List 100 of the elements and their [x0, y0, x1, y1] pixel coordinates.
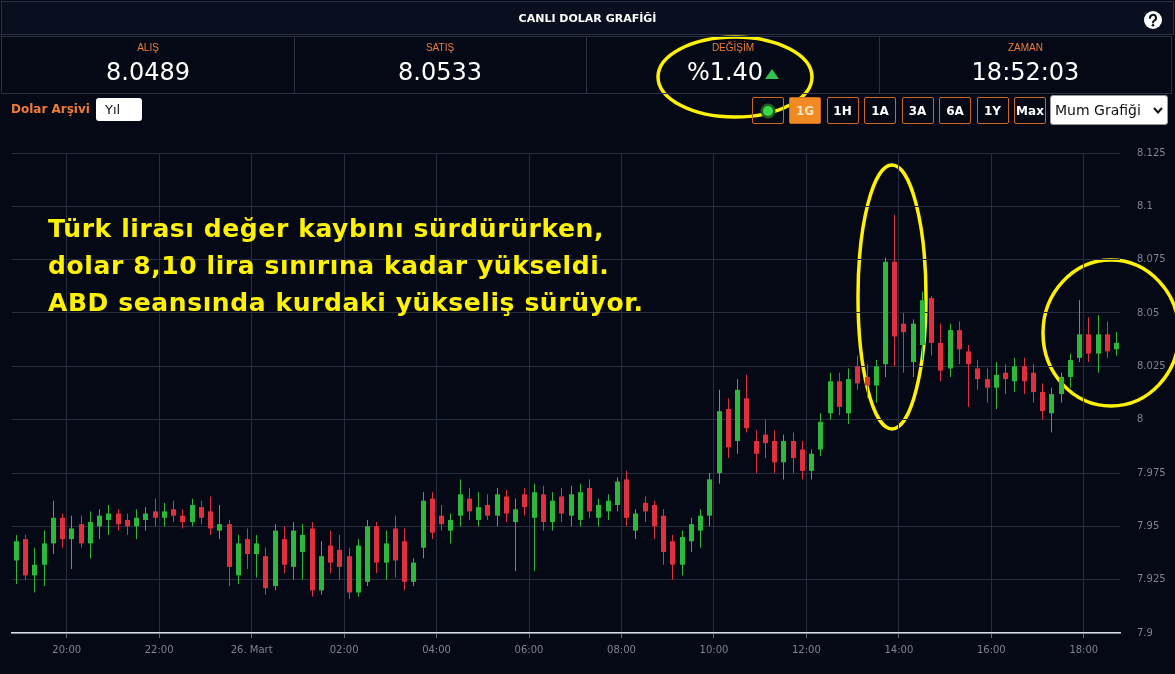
candlestick: [60, 513, 65, 549]
text: Yıl: [105, 101, 121, 119]
candlestick: [754, 429, 759, 474]
candlestick: [633, 508, 638, 540]
text: %1.40: [686, 58, 764, 86]
candlestick: [855, 355, 860, 391]
candlestick: [596, 498, 601, 527]
candlestick: [217, 504, 222, 540]
candlestick: [328, 530, 333, 574]
x-tick-label: 20:00: [52, 643, 82, 655]
text: ALIŞ: [136, 42, 160, 54]
candlestick: [957, 321, 962, 365]
candlestick: [569, 485, 574, 527]
candlestick: [865, 363, 870, 399]
candlestick: [1040, 382, 1045, 421]
y-tick-label: 7.975: [1137, 466, 1166, 478]
candlestick: [300, 523, 305, 581]
candlestick: [994, 361, 999, 410]
candlestick: [476, 491, 481, 527]
x-tick-label: 16:00: [976, 643, 1006, 655]
candlestick: [522, 487, 527, 517]
y-tick-label: 8.1: [1137, 199, 1153, 211]
candlestick: [88, 510, 93, 559]
x-tick-label: 26. Mart: [230, 643, 273, 655]
x-tick-label: 10:00: [699, 643, 729, 655]
candlestick: [448, 513, 453, 544]
candlestick: [485, 493, 490, 521]
candlestick: [772, 429, 777, 474]
y-tick-label: 8.125: [1137, 146, 1166, 158]
candlestick: [652, 500, 657, 540]
text: SATIŞ: [424, 42, 456, 54]
candlestick: [245, 527, 250, 570]
candlestick: [106, 504, 111, 536]
text: DEĞİŞİM: [710, 42, 756, 54]
x-tick-label: 04:00: [422, 643, 451, 655]
candlestick: [966, 344, 971, 408]
candlestick: [190, 498, 195, 527]
candlestick: [504, 489, 509, 523]
candlestick: [125, 513, 130, 536]
candlestick: [975, 359, 980, 391]
x-tick-label: 02:00: [329, 643, 359, 655]
chart-title: CANLI DOLAR GRAFİĞİ: [1, 1, 1174, 35]
text: 8.0533: [398, 58, 482, 86]
candlestick: [1059, 372, 1064, 404]
candlestick: [643, 495, 648, 523]
y-tick-label: 7.9: [1137, 626, 1153, 638]
candlestick: [1022, 357, 1027, 395]
candlestick: [116, 508, 121, 532]
text: Dolar Arşivi: [11, 102, 90, 116]
candlestick: [162, 502, 167, 527]
candlestick: [254, 534, 259, 579]
candlestick: [1114, 331, 1119, 357]
candlestick: [14, 534, 19, 585]
candlestick: [79, 515, 84, 549]
candlestick: [800, 440, 805, 480]
text: Mum Grafiği: [1055, 101, 1141, 120]
candlestick: [1105, 321, 1110, 359]
candlestick: [467, 487, 472, 521]
candlestick: [97, 508, 102, 540]
candlestick: [985, 367, 990, 404]
candlestick: [143, 506, 148, 532]
y-tick-label: 8: [1137, 413, 1144, 425]
candlestick: [689, 517, 694, 553]
candlestick: [901, 312, 906, 374]
x-tick-label: 06:00: [514, 643, 544, 655]
y-tick-label: 7.925: [1137, 573, 1166, 585]
candlestick: [1003, 363, 1008, 395]
candlestick: [495, 487, 500, 527]
candlestick: [550, 491, 555, 532]
candlestick: [809, 449, 814, 480]
candlestick: [458, 478, 463, 527]
candlestick: [439, 504, 444, 532]
candlestick: [606, 493, 611, 521]
y-tick-label: 8.075: [1137, 253, 1166, 265]
candlestick: [384, 530, 389, 581]
candlestick: [1077, 299, 1082, 363]
candlestick: [153, 498, 158, 527]
candlestick: [781, 434, 786, 480]
x-tick-label: 08:00: [607, 643, 636, 655]
candlestick: [513, 498, 518, 572]
candlestick: [1096, 314, 1101, 374]
x-tick-label: 18:00: [1069, 643, 1099, 655]
candlestick: [587, 478, 592, 519]
x-tick-label: 14:00: [884, 643, 914, 655]
y-tick-label: 7.95: [1137, 519, 1160, 531]
candlestick: [42, 530, 47, 587]
annotation: Türk lirası değer kaybını sürdürürken, dolar 8,10 lira sınırına kadar yükseldi. ABD seansında kurdaki yükseliş sürüyor.: [48, 213, 644, 319]
candlestick: [791, 431, 796, 474]
candlestick: [1068, 353, 1073, 389]
candlestick: [199, 500, 204, 525]
candlestick: [763, 419, 768, 459]
candlestick: [411, 557, 416, 587]
text: ZAMAN: [1007, 42, 1044, 54]
candlestick: [698, 508, 703, 549]
text: 18:52:03: [971, 58, 1080, 86]
y-tick-label: 8.05: [1137, 306, 1160, 318]
text: 8.0489: [106, 58, 190, 86]
candlestick: [1031, 363, 1036, 404]
candlestick: [1012, 357, 1017, 393]
x-tick-label: 12:00: [791, 643, 821, 655]
